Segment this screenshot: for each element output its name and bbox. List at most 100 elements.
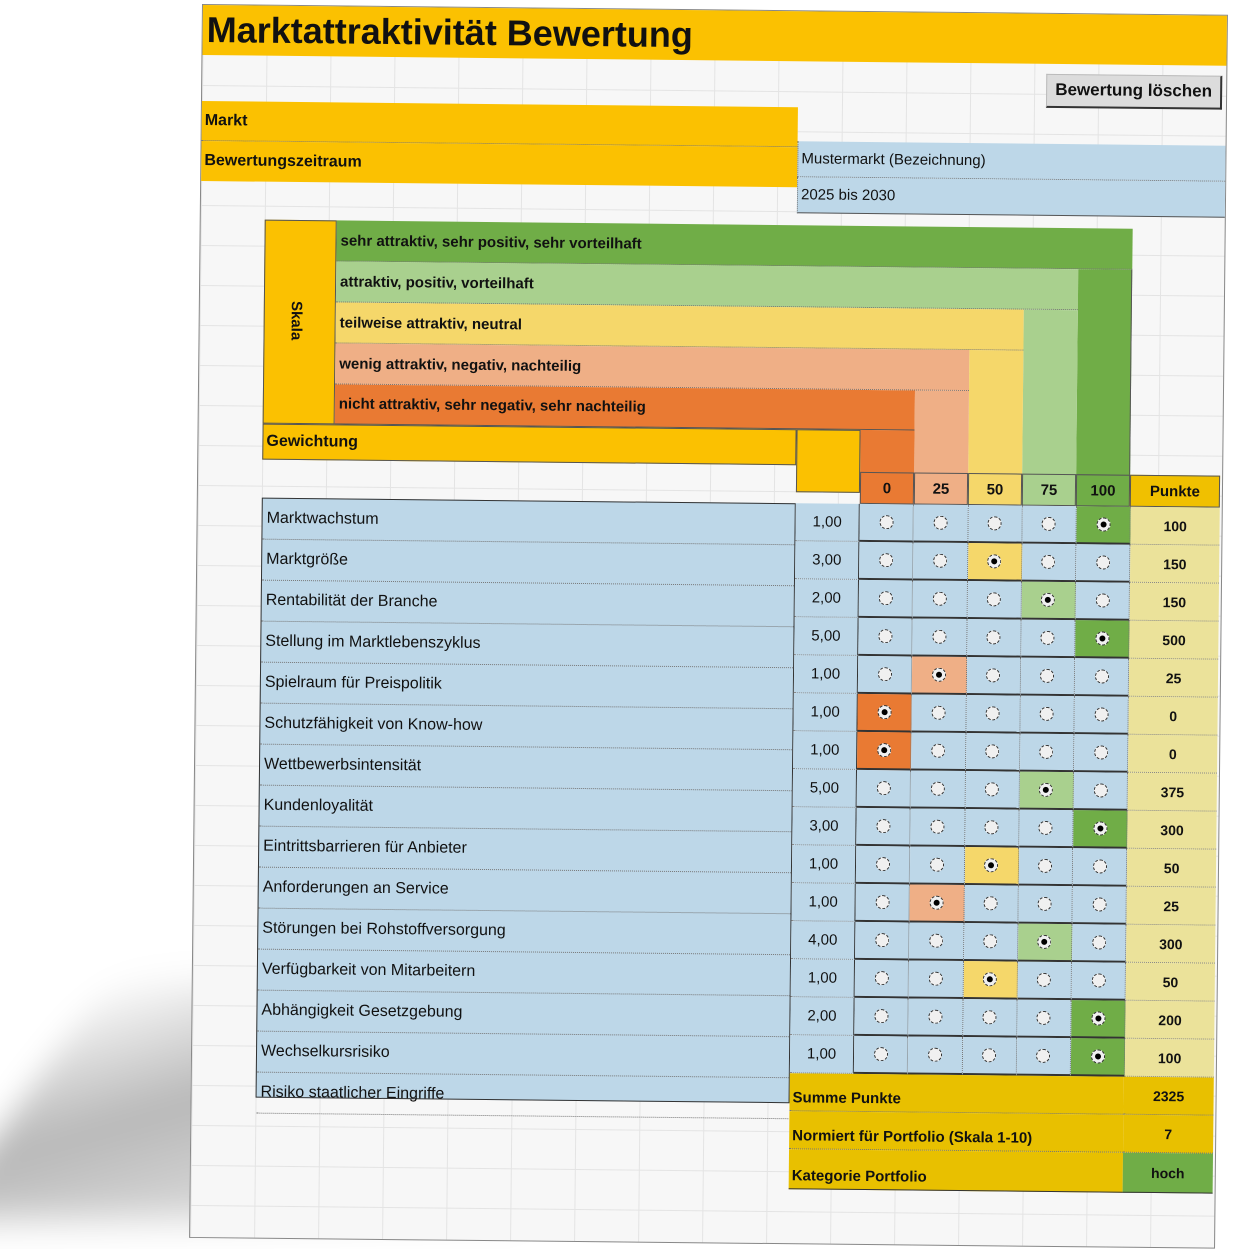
radio-button-icon[interactable] bbox=[986, 630, 1001, 645]
weight-value[interactable]: 2,00 bbox=[794, 579, 860, 618]
radio-button-icon[interactable] bbox=[1093, 745, 1108, 760]
radio-button-icon[interactable] bbox=[1037, 934, 1052, 949]
radio-button-icon[interactable] bbox=[984, 858, 999, 873]
radio-button-icon[interactable] bbox=[1092, 897, 1107, 912]
weight-value[interactable]: 1,00 bbox=[793, 655, 859, 694]
weight-value[interactable]: 1,00 bbox=[793, 693, 858, 732]
score-cell-25 bbox=[913, 542, 968, 582]
radio-button-icon[interactable] bbox=[877, 667, 892, 682]
radio-button-icon[interactable] bbox=[1041, 554, 1056, 569]
radio-button-icon[interactable] bbox=[1041, 516, 1057, 531]
score-cell-50 bbox=[967, 581, 1022, 620]
radio-button-icon[interactable] bbox=[983, 934, 998, 949]
radio-button-icon[interactable] bbox=[1090, 1049, 1105, 1064]
weight-value[interactable]: 1,00 bbox=[793, 731, 858, 770]
score-cell-25 bbox=[908, 960, 964, 1000]
radio-button-icon[interactable] bbox=[1094, 707, 1109, 722]
weight-value[interactable]: 4,00 bbox=[791, 921, 856, 960]
radio-button-icon[interactable] bbox=[987, 516, 1002, 531]
score-cell-50 bbox=[965, 695, 1021, 734]
radio-button-icon[interactable] bbox=[1038, 820, 1053, 835]
radio-button-icon[interactable] bbox=[878, 553, 893, 568]
radio-button-icon[interactable] bbox=[1096, 517, 1111, 532]
weight-value[interactable]: 1,00 bbox=[795, 503, 860, 542]
radio-button-icon[interactable] bbox=[928, 1009, 943, 1024]
weight-value[interactable]: 1,00 bbox=[791, 883, 856, 922]
radio-button-icon[interactable] bbox=[982, 972, 998, 987]
radio-button-icon[interactable] bbox=[877, 705, 892, 720]
radio-button-icon[interactable] bbox=[928, 971, 943, 986]
score-cell-25 bbox=[909, 922, 964, 962]
radio-button-icon[interactable] bbox=[929, 933, 944, 948]
weight-value[interactable]: 2,00 bbox=[790, 997, 855, 1036]
radio-button-icon[interactable] bbox=[983, 896, 998, 911]
radio-button-icon[interactable] bbox=[875, 895, 890, 910]
radio-button-icon[interactable] bbox=[930, 781, 945, 796]
weight-value[interactable]: 1,00 bbox=[791, 845, 857, 884]
market-field[interactable]: Mustermarkt (Bezeichnung) bbox=[797, 141, 1226, 182]
radio-button-icon[interactable] bbox=[1040, 630, 1055, 645]
weight-value[interactable]: 5,00 bbox=[792, 769, 858, 808]
criterion-label: Wettbewerbsintensität bbox=[259, 744, 793, 792]
radio-button-icon[interactable] bbox=[1037, 972, 1052, 987]
radio-button-icon[interactable] bbox=[1090, 1011, 1106, 1026]
radio-button-icon[interactable] bbox=[985, 744, 1000, 759]
radio-button-icon[interactable] bbox=[931, 667, 947, 682]
radio-button-icon[interactable] bbox=[933, 553, 948, 568]
radio-button-icon[interactable] bbox=[1093, 783, 1108, 798]
radio-button-icon[interactable] bbox=[879, 515, 894, 530]
radio-button-icon[interactable] bbox=[1038, 858, 1053, 873]
radio-button-icon[interactable] bbox=[1092, 821, 1108, 836]
radio-button-icon[interactable] bbox=[876, 819, 891, 834]
weight-value[interactable]: 5,00 bbox=[794, 617, 859, 656]
radio-button-icon[interactable] bbox=[874, 1009, 889, 1024]
radio-button-icon[interactable] bbox=[1040, 668, 1055, 683]
radio-button-icon[interactable] bbox=[874, 971, 889, 986]
radio-button-icon[interactable] bbox=[878, 629, 893, 644]
radio-button-icon[interactable] bbox=[929, 895, 944, 910]
radio-button-icon[interactable] bbox=[1092, 859, 1107, 874]
radio-button-icon[interactable] bbox=[985, 706, 1000, 721]
radio-button-icon[interactable] bbox=[1037, 896, 1053, 911]
weight-value[interactable]: 3,00 bbox=[795, 541, 860, 580]
radio-button-icon[interactable] bbox=[987, 554, 1002, 569]
radio-button-icon[interactable] bbox=[1039, 744, 1054, 759]
radio-button-icon[interactable] bbox=[986, 668, 1001, 683]
radio-button-icon[interactable] bbox=[1041, 592, 1056, 607]
radio-button-icon[interactable] bbox=[873, 1047, 888, 1062]
weight-value[interactable]: 1,00 bbox=[790, 959, 856, 998]
radio-button-icon[interactable] bbox=[984, 782, 1000, 797]
radio-button-icon[interactable] bbox=[1036, 1010, 1051, 1025]
radio-button-icon[interactable] bbox=[984, 820, 999, 835]
radio-button-icon[interactable] bbox=[1095, 555, 1110, 570]
radio-button-icon[interactable] bbox=[931, 743, 946, 758]
radio-button-icon[interactable] bbox=[1095, 593, 1110, 608]
radio-button-icon[interactable] bbox=[932, 591, 947, 606]
radio-button-icon[interactable] bbox=[1091, 935, 1106, 950]
radio-button-icon[interactable] bbox=[1039, 706, 1055, 721]
weight-value[interactable]: 1,00 bbox=[789, 1035, 855, 1074]
radio-button-icon[interactable] bbox=[1091, 973, 1106, 988]
radio-button-icon[interactable] bbox=[876, 743, 891, 758]
radio-button-icon[interactable] bbox=[982, 1010, 997, 1025]
radio-button-icon[interactable] bbox=[932, 629, 947, 644]
radio-button-icon[interactable] bbox=[874, 933, 890, 948]
radio-button-icon[interactable] bbox=[1036, 1048, 1051, 1063]
radio-button-icon[interactable] bbox=[930, 819, 945, 834]
radio-button-icon[interactable] bbox=[927, 1047, 943, 1062]
radio-button-icon[interactable] bbox=[878, 591, 893, 606]
period-field[interactable]: 2025 bis 2030 bbox=[796, 177, 1226, 218]
radio-button-icon[interactable] bbox=[1094, 631, 1110, 646]
radio-button-icon[interactable] bbox=[1039, 782, 1054, 797]
radio-button-icon[interactable] bbox=[933, 515, 948, 530]
criterion-label: Kundenloyalität bbox=[259, 785, 792, 833]
radio-button-icon[interactable] bbox=[1094, 669, 1109, 684]
radio-button-icon[interactable] bbox=[875, 857, 890, 872]
radio-button-icon[interactable] bbox=[982, 1048, 997, 1063]
radio-button-icon[interactable] bbox=[929, 857, 945, 872]
radio-button-icon[interactable] bbox=[931, 705, 946, 720]
radio-button-icon[interactable] bbox=[986, 592, 1002, 607]
radio-button-icon[interactable] bbox=[876, 781, 891, 796]
weight-value[interactable]: 3,00 bbox=[792, 807, 857, 846]
clear-rating-button[interactable]: Bewertung löschen bbox=[1045, 73, 1223, 110]
